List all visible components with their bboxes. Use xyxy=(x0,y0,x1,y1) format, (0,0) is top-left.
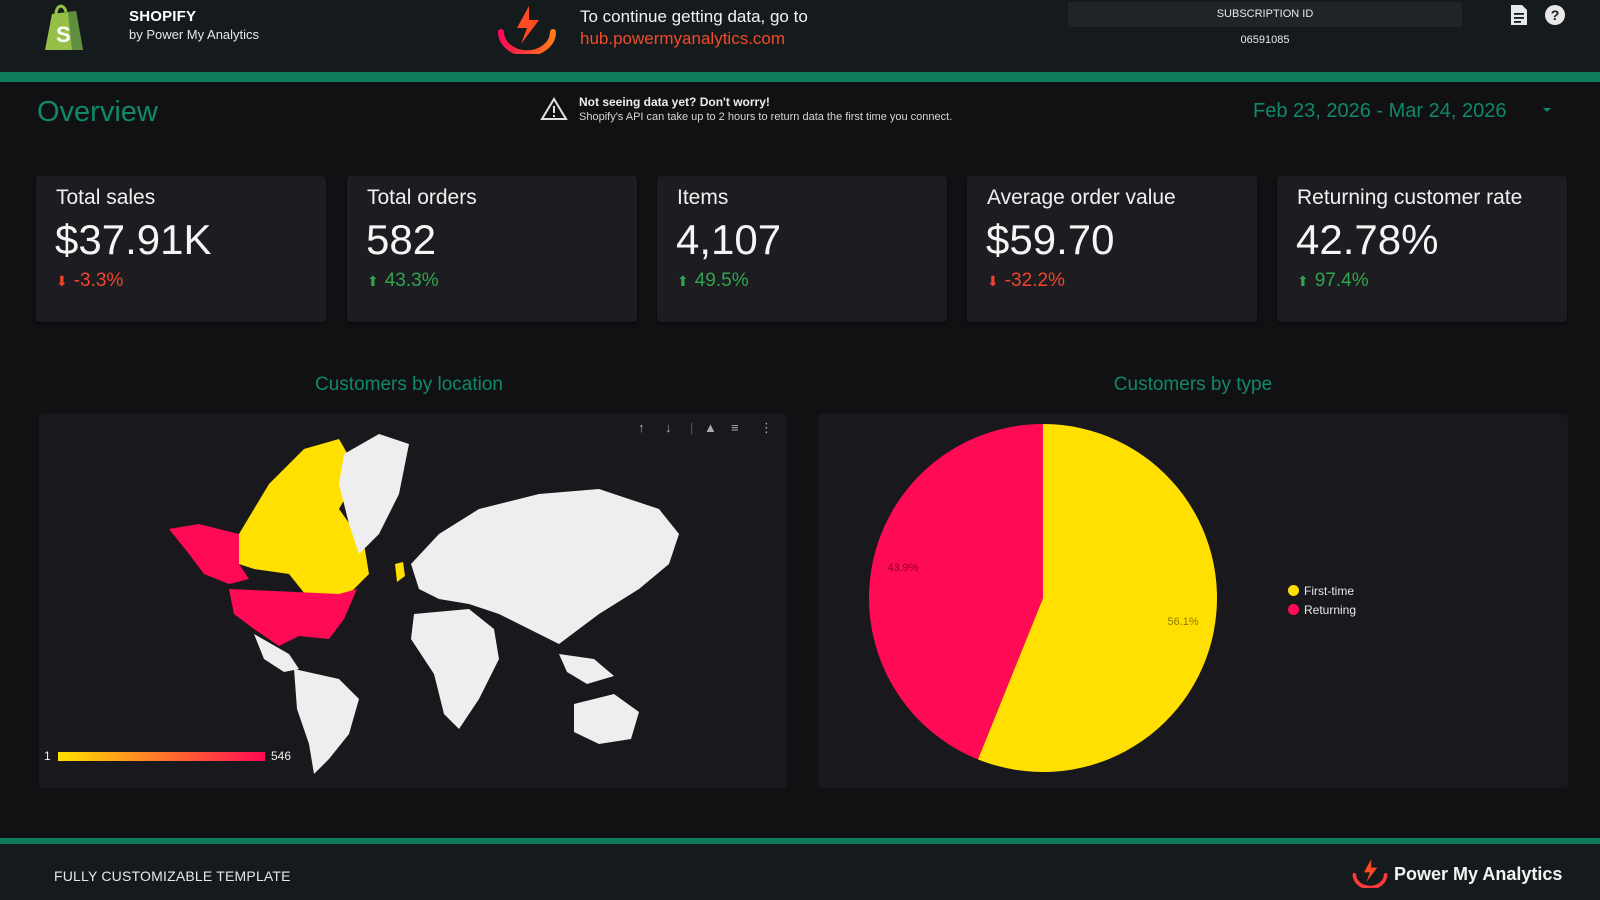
kpi-card-average-order-value: Average order value $59.70 ⬇ -32.2% xyxy=(967,176,1257,322)
svg-text:S: S xyxy=(56,22,71,47)
type-section-title: Customers by type xyxy=(1113,374,1273,395)
map-scale-max: 546 xyxy=(271,749,292,763)
kpi-delta: ⬇ -32.2% xyxy=(987,270,1065,292)
kpi-delta-value: 43.3% xyxy=(384,270,439,291)
more-vert-icon[interactable]: ⋮ xyxy=(760,420,773,435)
kpi-card-total-sales: Total sales $37.91K ⬇ -3.3% xyxy=(36,176,326,322)
map-region-south-america xyxy=(294,669,359,774)
map-region-greenland xyxy=(339,434,409,554)
subscription-id-label: SUBSCRIPTION ID xyxy=(1068,2,1462,27)
kpi-delta-value: -3.3% xyxy=(73,270,124,291)
customers-by-type-chart: 56.1% 43.9% First-time Returning xyxy=(818,414,1568,788)
kpi-value: $37.91K xyxy=(55,216,212,263)
date-range-picker[interactable]: Feb 23, 2026 - Mar 24, 2026 xyxy=(1253,100,1507,122)
map-region-canada xyxy=(239,439,369,604)
chevron-down-icon[interactable] xyxy=(1541,106,1553,114)
pie-data-label: 43.9% xyxy=(887,562,918,574)
sort-descending-icon[interactable]: ↓ xyxy=(665,420,672,435)
legend-label: First-time xyxy=(1304,584,1354,598)
kpi-value: 4,107 xyxy=(676,216,782,263)
pie-chart[interactable]: 56.1% 43.9% xyxy=(818,414,1568,788)
warning-icon xyxy=(540,97,568,120)
legend-item-first-time[interactable]: First-time xyxy=(1288,584,1354,598)
map-region-uk xyxy=(395,562,405,582)
help-icon[interactable]: ? xyxy=(1544,4,1566,26)
legend-label: Returning xyxy=(1304,603,1357,617)
map-region-eurasia xyxy=(411,489,679,644)
hub-link[interactable]: hub.powermyanalytics.com xyxy=(580,29,786,48)
kpi-delta: ⬆ 43.3% xyxy=(367,270,439,292)
brand-subtitle: by Power My Analytics xyxy=(129,27,260,42)
chart-warning-icon[interactable]: ▲ xyxy=(704,420,717,435)
legend-swatch xyxy=(1288,604,1299,615)
map-color-scale xyxy=(58,752,265,761)
arrow-up-icon: ⬆ xyxy=(367,273,379,289)
world-map[interactable] xyxy=(39,414,787,788)
map-region-southeast-asia xyxy=(559,654,614,684)
map-region-africa xyxy=(411,609,499,729)
power-my-analytics-logo-icon xyxy=(498,6,556,54)
pie-slice-first-time[interactable] xyxy=(977,424,1217,772)
header-accent-stripe xyxy=(0,72,1600,82)
svg-text:?: ? xyxy=(1551,7,1560,23)
map-region-australia xyxy=(574,694,639,744)
cta-text: To continue getting data, go to xyxy=(580,7,808,26)
shopify-logo-icon: S xyxy=(45,4,83,50)
footer-template-note: FULLY CUSTOMIZABLE TEMPLATE xyxy=(54,868,291,884)
location-section-title: Customers by location xyxy=(315,374,503,395)
kpi-delta: ⬇ -3.3% xyxy=(56,270,123,292)
kpi-value: 582 xyxy=(366,216,437,263)
footer-accent-stripe xyxy=(0,838,1600,844)
arrow-down-icon: ⬇ xyxy=(56,273,68,289)
legend-item-returning[interactable]: Returning xyxy=(1288,603,1356,617)
footer xyxy=(0,844,1600,900)
sort-ascending-icon[interactable]: ↑ xyxy=(638,420,645,435)
footer-brand: Power My Analytics xyxy=(1394,864,1563,884)
kpi-label: Items xyxy=(677,186,729,209)
pie-data-label: 56.1% xyxy=(1167,616,1198,628)
kpi-label: Returning customer rate xyxy=(1297,186,1523,209)
brand-title: SHOPIFY xyxy=(129,8,197,25)
kpi-value: 42.78% xyxy=(1296,216,1439,263)
footer-logo-icon xyxy=(1352,859,1388,888)
map-region-alaska xyxy=(169,524,249,584)
kpi-delta-value: -32.2% xyxy=(1004,270,1065,291)
warning-message: Shopify's API can take up to 2 hours to … xyxy=(579,111,953,123)
filter-icon[interactable]: ≡ xyxy=(731,420,739,435)
kpi-card-items: Items 4,107 ⬆ 49.5% xyxy=(657,176,947,322)
pie-slice-returning[interactable] xyxy=(868,424,1043,760)
arrow-down-icon: ⬇ xyxy=(987,273,999,289)
kpi-card-returning-customer-rate: Returning customer rate 42.78% ⬆ 97.4% xyxy=(1277,176,1567,322)
kpi-delta-value: 49.5% xyxy=(694,270,749,291)
kpi-label: Total sales xyxy=(56,186,156,209)
kpi-card-total-orders: Total orders 582 ⬆ 43.3% xyxy=(347,176,637,322)
subscription-id-value: 06591085 xyxy=(1240,34,1290,46)
kpi-label: Total orders xyxy=(367,186,477,209)
legend-swatch xyxy=(1288,585,1299,596)
map-scale-min: 1 xyxy=(44,749,51,763)
document-icon[interactable] xyxy=(1510,4,1528,26)
kpi-value: $59.70 xyxy=(986,216,1115,263)
kpi-label: Average order value xyxy=(987,186,1176,209)
page-title: Overview xyxy=(37,96,158,128)
kpi-delta-value: 97.4% xyxy=(1314,270,1369,291)
arrow-up-icon: ⬆ xyxy=(1297,273,1309,289)
toolbar-divider: | xyxy=(690,420,694,435)
kpi-delta: ⬆ 97.4% xyxy=(1297,270,1369,292)
kpi-delta: ⬆ 49.5% xyxy=(677,270,749,292)
customers-by-location-map[interactable]: 1 546 xyxy=(39,414,787,788)
warning-title: Not seeing data yet? Don't worry! xyxy=(579,95,770,109)
map-region-central-america xyxy=(254,634,299,672)
map-region-usa xyxy=(229,589,357,646)
arrow-up-icon: ⬆ xyxy=(677,273,689,289)
